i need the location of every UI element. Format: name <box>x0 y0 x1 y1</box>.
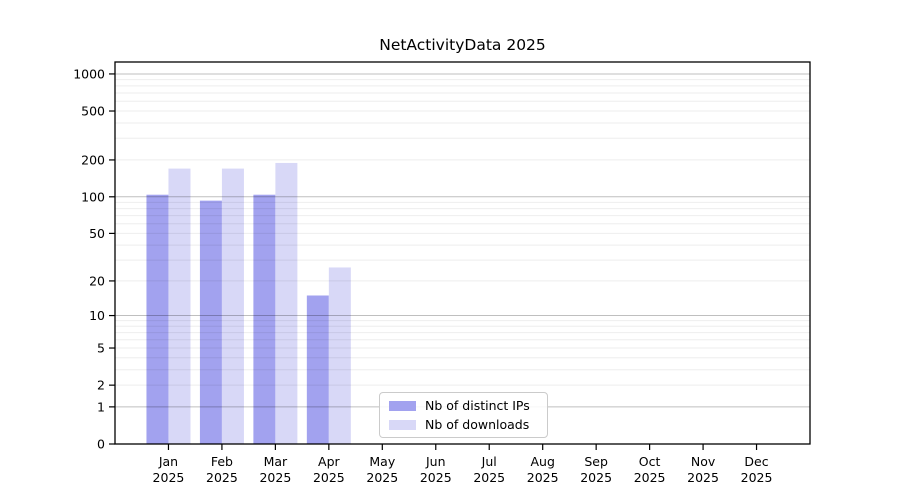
x-tick-label: Oct 2025 <box>634 454 666 485</box>
x-tick-label: Aug 2025 <box>527 454 559 485</box>
bar-nb-of-downloads-feb-2025 <box>221 168 244 444</box>
bar-nb-of-downloads-mar-2025 <box>275 162 298 445</box>
legend-swatch-distinct-ips <box>389 400 416 411</box>
x-tick-label: Mar 2025 <box>259 454 291 485</box>
y-tick-label: 10 <box>89 308 105 323</box>
legend-label-distinct-ips: Nb of distinct IPs <box>425 398 530 413</box>
plot-border <box>114 61 811 445</box>
x-tick-label: Dec 2025 <box>741 454 773 485</box>
y-tick-label: 1000 <box>73 66 105 81</box>
bar-nb-of-distinct-ips-jan-2025 <box>146 194 169 444</box>
y-tick-label: 1 <box>97 399 105 414</box>
y-tick-label: 100 <box>81 189 105 204</box>
legend-item-distinct-ips: Nb of distinct IPs <box>389 398 539 413</box>
y-tick-label: 200 <box>81 152 105 167</box>
y-tick-label: 50 <box>89 226 105 241</box>
bar-nb-of-distinct-ips-feb-2025 <box>199 200 222 444</box>
x-tick-label: May 2025 <box>366 454 398 485</box>
legend-swatch-downloads <box>389 419 416 430</box>
bar-nb-of-downloads-apr-2025 <box>328 267 351 444</box>
y-tick-label: 500 <box>81 104 105 119</box>
x-tick-label: Jun 2025 <box>420 454 452 485</box>
chart-title: NetActivityData 2025 <box>379 36 546 54</box>
legend: Nb of distinct IPs Nb of downloads <box>379 392 548 438</box>
x-tick-label: Feb 2025 <box>206 454 238 485</box>
x-tick-label: Nov 2025 <box>687 454 719 485</box>
bar-nb-of-distinct-ips-mar-2025 <box>253 194 276 444</box>
y-tick-label: 0 <box>97 437 105 452</box>
y-tick-label: 5 <box>97 341 105 356</box>
bar-nb-of-distinct-ips-apr-2025 <box>306 295 329 444</box>
legend-label-downloads: Nb of downloads <box>425 417 530 432</box>
bar-nb-of-downloads-jan-2025 <box>168 168 191 444</box>
y-tick-label: 20 <box>89 273 105 288</box>
legend-item-downloads: Nb of downloads <box>389 417 539 432</box>
x-tick-label: Jul 2025 <box>473 454 505 485</box>
x-tick-label: Apr 2025 <box>313 454 345 485</box>
x-tick-label: Sep 2025 <box>580 454 612 485</box>
x-tick-label: Jan 2025 <box>153 454 185 485</box>
y-tick-label: 2 <box>97 378 105 393</box>
